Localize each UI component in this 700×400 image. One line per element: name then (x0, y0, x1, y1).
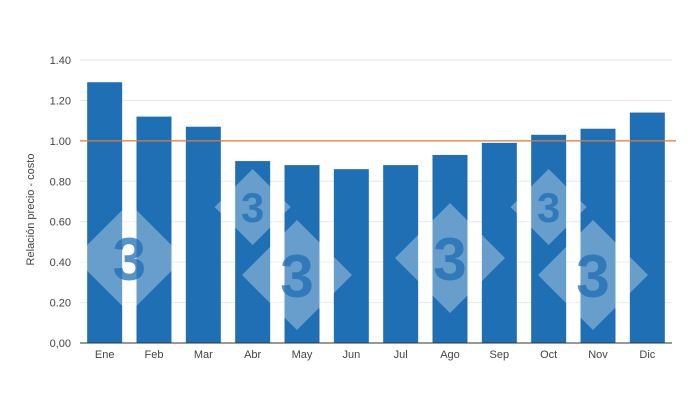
bar-nov[interactable] (580, 128, 616, 343)
svg-text:3: 3 (280, 242, 314, 310)
x-tick-label: May (292, 349, 313, 361)
bar-oct[interactable] (531, 134, 567, 343)
bars (87, 82, 665, 343)
bar-jul[interactable] (383, 165, 419, 343)
x-tick-label: Jul (394, 349, 408, 361)
watermark-logo: 3 (395, 203, 505, 313)
x-tick-label: Jun (342, 349, 360, 361)
bar-mar[interactable] (185, 126, 221, 343)
watermark: 333 333 (74, 169, 648, 330)
y-tick-label: 1.40 (50, 55, 71, 67)
x-tick-label: Ene (95, 349, 115, 361)
bar-feb[interactable] (136, 116, 172, 343)
svg-text:3: 3 (537, 184, 560, 231)
y-tick-label: 0.40 (50, 257, 71, 269)
svg-text:3: 3 (433, 225, 467, 293)
x-tick-label: Feb (145, 349, 164, 361)
bar-jun[interactable] (333, 169, 369, 343)
watermark-logo: 3 (214, 169, 291, 245)
x-tick-label: Dic (639, 349, 655, 361)
y-tick-label: 0.80 (50, 176, 71, 188)
y-tick-labels: 0,00 0.20 0.40 0.60 0.80 1.00 1.20 1.40 (50, 55, 71, 350)
watermark-logo: 3 (74, 203, 185, 313)
x-tick-label: Sep (490, 349, 510, 361)
x-tick-label: Mar (194, 349, 213, 361)
bar-may[interactable] (284, 165, 320, 343)
x-tick-label: Oct (540, 349, 557, 361)
bar-ene[interactable] (87, 82, 123, 343)
watermark-logo: 3 (538, 220, 648, 330)
x-tick-label: Abr (244, 349, 261, 361)
bar-sep[interactable] (481, 142, 517, 343)
svg-text:3: 3 (576, 242, 610, 310)
watermark-logo: 3 (242, 220, 352, 330)
y-tick-label: 1.20 (50, 95, 71, 107)
y-tick-label: 0,00 (50, 338, 71, 350)
bar-abr[interactable] (235, 161, 271, 343)
x-tick-label: Nov (588, 349, 608, 361)
y-tick-label: 0.60 (50, 217, 71, 229)
y-tick-label: 1.00 (50, 136, 71, 148)
svg-text:3: 3 (241, 184, 264, 231)
x-tick-labels: Ene Feb Mar Abr May Jun Jul Ago Sep Oct Nov Dic (95, 349, 656, 361)
x-tick-label: Ago (440, 349, 460, 361)
bar-dic[interactable] (629, 112, 665, 343)
bar-ago[interactable] (432, 155, 468, 343)
svg-text:3: 3 (113, 225, 147, 293)
y-axis-title: Relación precio - costo (25, 154, 37, 266)
y-tick-label: 0.20 (50, 298, 71, 310)
watermark-logo: 3 (510, 169, 587, 245)
